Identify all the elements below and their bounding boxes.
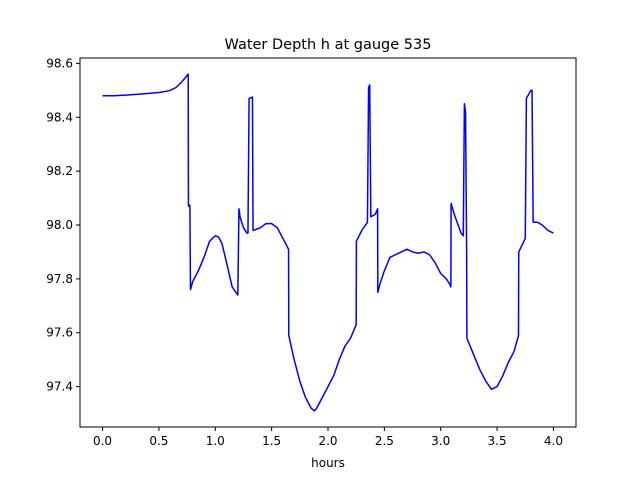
x-tick-label: 1.0 [206,434,225,448]
x-tick-label: 3.5 [488,434,507,448]
x-tick-label: 0.5 [149,434,168,448]
y-tick-label: 97.8 [46,272,73,286]
x-tick-label: 3.0 [431,434,450,448]
x-tick-label: 2.0 [318,434,337,448]
y-tick-label: 98.4 [46,110,73,124]
x-tick-label: 2.5 [375,434,394,448]
axes-frame [79,57,577,428]
y-tick-label: 98.0 [46,218,73,232]
x-tick-label: 0.0 [93,434,112,448]
y-axis-ticks: 97.4 97.6 97.8 98.0 98.2 98.4 98.6 [46,56,80,394]
y-tick-label: 98.2 [46,164,73,178]
x-axis-label: hours [311,456,345,470]
y-tick-label: 97.4 [46,380,73,394]
water-depth-line [102,73,554,412]
chart-title: Water Depth h at gauge 535 [225,37,432,53]
x-axis-ticks: 0.0 0.5 1.0 1.5 2.0 2.5 3.0 3.5 4.0 [93,427,563,448]
plot-area [102,73,554,412]
x-tick-label: 1.5 [262,434,281,448]
y-tick-label: 97.6 [46,326,73,340]
x-tick-label: 4.0 [544,434,563,448]
y-tick-label: 98.6 [46,56,73,70]
